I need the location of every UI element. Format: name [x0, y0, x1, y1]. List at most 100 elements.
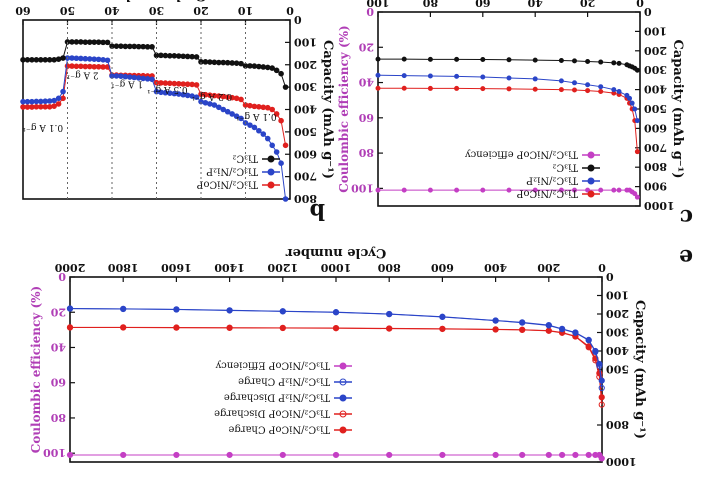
data-point: [260, 64, 267, 70]
data-point: [118, 43, 124, 49]
series-line: [69, 308, 603, 389]
data-point: [624, 187, 630, 193]
data-point: [401, 56, 407, 62]
y-right-axis-label: Coulombic efficiency (%): [29, 286, 43, 453]
data-point: [171, 52, 178, 59]
data-point: [585, 337, 592, 344]
x-tick-label: 80: [422, 0, 438, 9]
legend-entry: Ti₃C₂/Ni₂P Discharge: [224, 392, 330, 403]
data-point: [64, 39, 71, 45]
series-2: [375, 56, 640, 73]
y-axis-label: Capacity (mAh g⁻¹): [632, 300, 647, 439]
data-point: [149, 44, 155, 50]
data-point: [532, 187, 538, 193]
x-tick-label: 400: [484, 261, 507, 274]
data-point: [91, 63, 97, 70]
data-point: [273, 149, 280, 155]
data-point: [37, 98, 44, 105]
y-tick-label: 0: [294, 13, 302, 26]
data-point: [247, 102, 253, 109]
data-point: [140, 43, 146, 50]
data-point: [180, 53, 186, 60]
data-point: [439, 313, 446, 321]
data-point: [60, 95, 66, 102]
y-tick-label: 400: [294, 103, 317, 116]
data-point: [167, 52, 173, 59]
data-point: [251, 63, 258, 69]
data-point: [558, 187, 564, 193]
x-tick-label: 800: [377, 261, 400, 274]
data-point: [95, 39, 102, 45]
y-tick-label: 900: [644, 180, 667, 193]
data-point: [260, 104, 267, 111]
data-point: [42, 98, 49, 105]
data-point: [78, 63, 84, 70]
data-point: [332, 325, 340, 332]
data-point: [375, 187, 381, 193]
x-tick-label: 1800: [108, 261, 139, 274]
rate-label: 0.1 A g⁻¹: [22, 122, 63, 132]
data-point: [279, 324, 286, 332]
data-point: [506, 75, 512, 81]
mirrored-figure: 0102030405060Cycle number010020030040050…: [15, 0, 693, 468]
data-point: [215, 59, 222, 66]
y-tick-label: 1000: [606, 455, 637, 468]
data-point: [251, 103, 258, 110]
data-point: [585, 451, 592, 459]
data-point: [202, 59, 209, 65]
data-point: [519, 319, 526, 326]
series-line: [70, 327, 603, 405]
data-point: [42, 104, 49, 110]
data-point: [113, 73, 120, 79]
panel-letter: c: [680, 204, 693, 230]
data-point: [224, 59, 231, 66]
data-point: [572, 58, 577, 64]
y-tick-label: 700: [644, 141, 667, 154]
data-point: [198, 59, 204, 65]
x-tick-label: 1400: [214, 261, 245, 274]
data-point: [91, 56, 97, 62]
x-tick-label: 20: [580, 0, 596, 9]
data-point: [375, 72, 381, 78]
data-point: [60, 88, 66, 95]
data-point: [173, 451, 180, 459]
data-point: [558, 78, 564, 84]
legend-entry: Ti₃C₂/NiCoP: [196, 179, 258, 190]
data-point: [627, 95, 633, 101]
data-point: [224, 108, 231, 115]
data-point: [193, 82, 200, 88]
data-point: [55, 56, 62, 62]
legend-entry: Ti₃C₂/NiCoP: [516, 188, 578, 199]
data-point: [401, 187, 407, 193]
data-point: [439, 451, 446, 459]
data-point: [55, 95, 62, 102]
data-point: [506, 57, 512, 63]
data-point: [247, 122, 253, 128]
data-point: [69, 63, 75, 69]
data-point: [24, 57, 31, 63]
data-point: [256, 127, 262, 134]
data-point: [401, 73, 407, 79]
x-tick-label: 10: [238, 4, 254, 17]
y-tick-label: 100: [644, 24, 667, 37]
data-point: [598, 377, 605, 384]
series-3: [66, 305, 605, 392]
data-point: [279, 451, 286, 459]
data-point: [131, 43, 138, 50]
legend-marker: [267, 181, 275, 189]
series-1: [20, 55, 289, 202]
data-point: [215, 104, 222, 111]
series-line: [378, 87, 638, 152]
panel-letter: b: [310, 198, 325, 224]
data-point: [51, 57, 57, 63]
data-point: [233, 60, 240, 66]
y-right-axis-label: Coulombic efficiency (%): [337, 25, 351, 192]
data-point: [233, 113, 240, 120]
data-point: [91, 39, 97, 45]
data-point: [559, 451, 566, 459]
data-point: [100, 39, 106, 46]
data-point: [264, 135, 271, 142]
data-point: [585, 82, 591, 88]
x-tick-label: 2000: [54, 261, 85, 274]
data-point: [506, 86, 512, 92]
